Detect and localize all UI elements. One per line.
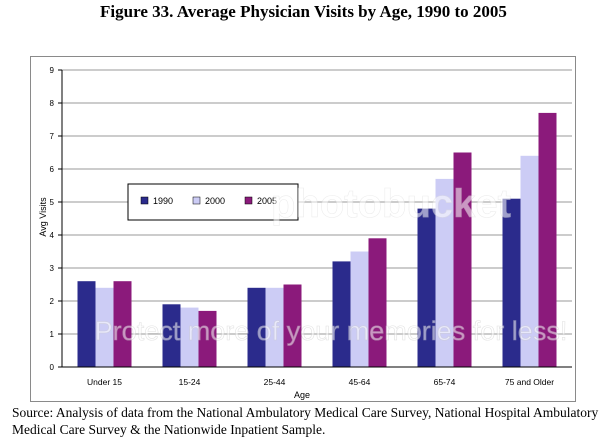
x-axis-ticks: Under 15 15-24 25-44 45-64 65-74 75 and Older [87,377,554,387]
bar-1990-1 [162,304,181,367]
bar-2000-4 [435,178,454,367]
bar-2000-2 [265,287,284,367]
x-tick-label: Under 15 [87,377,122,387]
figure-title: Figure 33. Average Physician Visits by A… [100,2,507,21]
bar-2005-3 [368,238,387,367]
bar-2000-0 [95,287,114,367]
y-tick-label: 9 [50,66,55,75]
bar-1990-4 [417,208,436,367]
legend-swatch-1990 [140,196,149,205]
y-tick-label: 8 [50,99,55,108]
x-tick-label: 15-24 [179,377,201,387]
y-tick-label: 1 [50,330,55,339]
bar-1990-5 [502,198,521,367]
bar-1990-0 [77,281,96,367]
x-tick-label: 65-74 [434,377,456,387]
y-tick-label: 5 [50,198,55,207]
y-tick-label: 2 [50,297,55,306]
bar-1990-2 [247,287,266,367]
y-axis-label: Avg Visits [38,197,48,237]
legend-label-1990: 1990 [153,196,173,206]
bar-2005-4 [453,152,472,367]
legend-box [127,183,299,221]
watermark-text: Protect more of your memories for less! [95,316,568,346]
legend-label-2000: 2000 [205,196,225,206]
x-tick-label: 25-44 [264,377,286,387]
bar-chart: 0 1 2 3 4 5 6 7 8 9 Under 15 15-24 25-44 45-64 65-74 7… [38,66,572,400]
y-tick-label: 4 [50,231,55,240]
bar-2000-3 [350,251,369,367]
bar-2005-0 [113,281,132,367]
bar-2005-5 [538,112,557,368]
y-tick-label: 0 [50,363,55,372]
y-tick-label: 7 [50,132,55,141]
y-axis-ticks: 0 1 2 3 4 5 6 7 8 9 [50,66,62,372]
bar-2005-1 [198,310,217,367]
watermark-brand: photobucket [271,182,511,226]
legend-swatch-2005 [244,196,253,205]
bar-2000-1 [180,307,199,367]
chart-frame: 0 1 2 3 4 5 6 7 8 9 Under 15 15-24 25-44 45-64 65-74 7… [30,56,576,402]
x-axis-label: Age [294,390,310,400]
legend-swatch-2000 [192,196,201,205]
bar-1990-3 [332,261,351,367]
bar-2000-5 [520,155,539,367]
y-tick-label: 6 [50,165,55,174]
bar-2005-2 [283,284,302,367]
bars [77,112,557,368]
x-tick-label: 45-64 [349,377,371,387]
watermark: photobucket Protect more of your memorie… [94,182,568,347]
y-tick-label: 3 [50,264,55,273]
source-note: Source: Analysis of data from the Nation… [12,405,599,437]
legend-label-2005: 2005 [257,196,277,206]
axes [61,70,572,368]
legend: 1990 2000 2005 [127,183,299,221]
x-tick-label: 75 and Older [505,377,554,387]
